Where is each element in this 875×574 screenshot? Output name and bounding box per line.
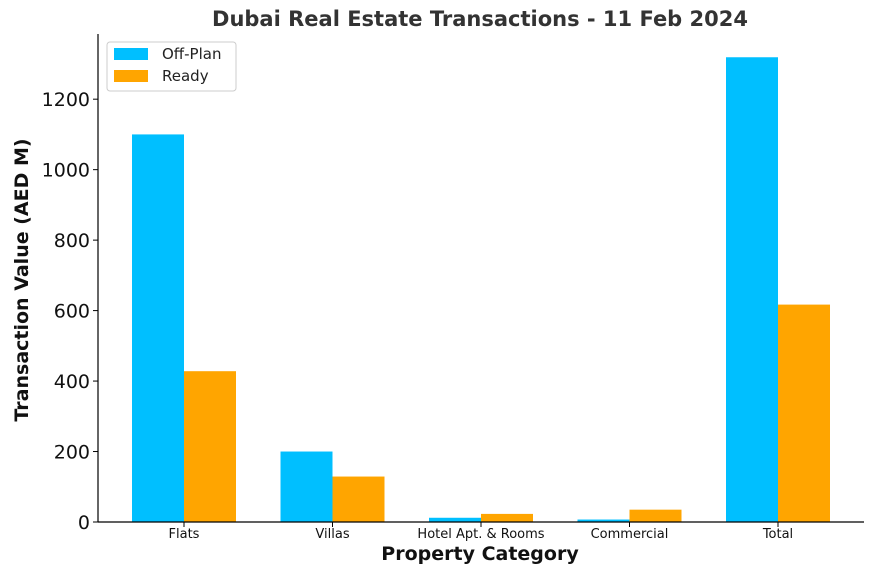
bar-off-plan-villas (280, 451, 333, 522)
y-tick-label: 200 (54, 442, 90, 464)
legend-swatch-ready (114, 70, 148, 82)
x-tick-label: Total (762, 527, 793, 542)
legend-label-ready: Ready (162, 67, 209, 85)
x-axis-label: Property Category (381, 543, 579, 565)
legend-label-off-plan: Off-Plan (162, 45, 221, 63)
bar-off-plan-hotel-apt-rooms (429, 517, 481, 522)
bar-ready-hotel-apt-rooms (481, 513, 533, 522)
y-tick-label: 0 (78, 512, 90, 534)
bar-off-plan-commercial (577, 519, 630, 522)
bar-off-plan-total (726, 57, 778, 522)
x-tick-label: Hotel Apt. & Rooms (417, 527, 544, 542)
legend-swatch-off-plan (114, 48, 148, 60)
y-tick-label: 800 (54, 230, 90, 252)
y-axis-ticks: 0 200 400 600 800 1000 1200 (42, 89, 98, 534)
bar-ready-total (778, 304, 830, 522)
chart-title: Dubai Real Estate Transactions - 11 Feb … (212, 7, 748, 31)
x-tick-label: Flats (169, 527, 200, 542)
x-tick-label: Villas (315, 527, 349, 542)
bar-ready-flats (184, 371, 236, 522)
y-axis-label: Transaction Value (AED M) (11, 138, 33, 421)
y-tick-label: 600 (54, 301, 90, 323)
x-tick-label: Commercial (591, 527, 669, 542)
legend: Off-Plan Ready (106, 41, 237, 92)
bar-ready-commercial (629, 509, 682, 522)
bar-ready-villas (332, 476, 385, 522)
y-tick-label: 1200 (42, 89, 90, 111)
x-axis-ticks: Flats Villas Hotel Apt. & Rooms Commercial T… (169, 522, 793, 542)
y-tick-label: 1000 (42, 160, 90, 182)
y-tick-label: 400 (54, 371, 90, 393)
bars-group (132, 57, 830, 523)
bar-off-plan-flats (132, 134, 184, 523)
